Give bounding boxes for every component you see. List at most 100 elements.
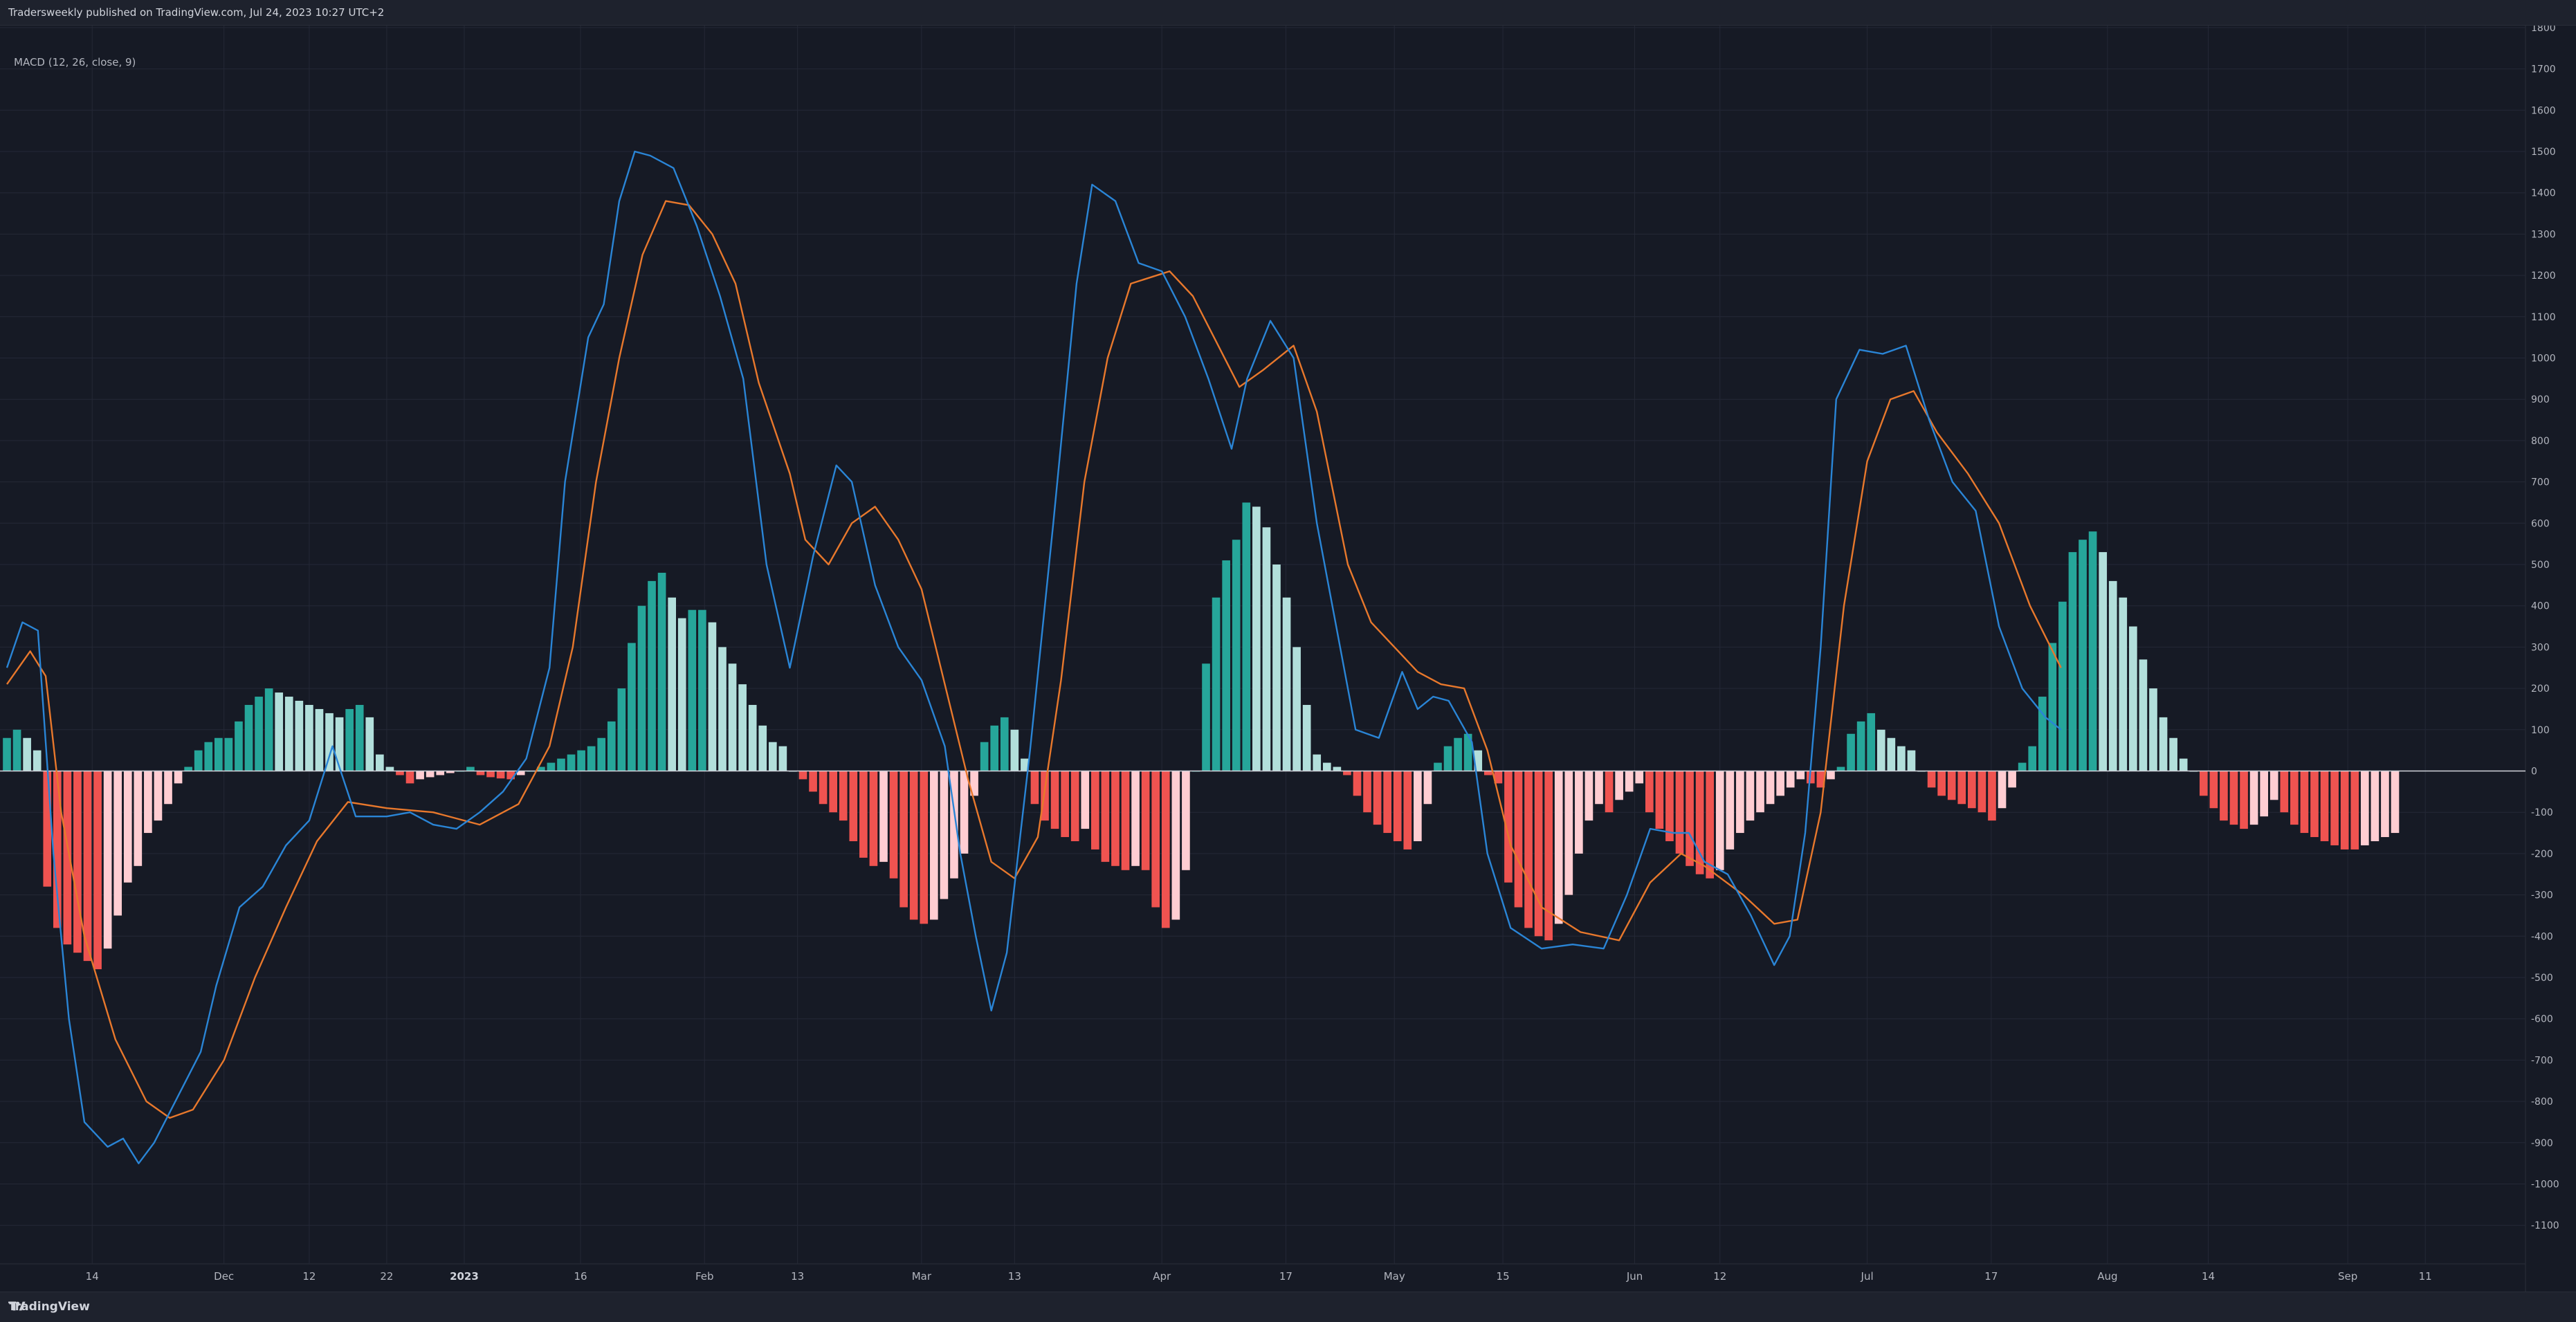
x-tick-label: Jul — [1861, 1270, 1874, 1283]
y-tick-label: -800 — [2531, 1096, 2553, 1108]
histogram-bar — [2088, 531, 2097, 771]
histogram-bar — [2058, 601, 2067, 771]
histogram-bar — [1282, 597, 1291, 771]
x-tick-label: Apr — [1153, 1270, 1171, 1283]
y-tick-label: 1400 — [2531, 188, 2556, 199]
chart-canvas[interactable]: 1800170016001500140013001200110010009008… — [0, 26, 2576, 1292]
histogram-bar — [1544, 771, 1553, 941]
histogram-bar — [597, 737, 606, 771]
histogram-bar — [174, 771, 183, 784]
histogram-bar — [617, 688, 626, 771]
histogram-bar — [990, 725, 999, 771]
histogram-bar — [1182, 771, 1190, 870]
histogram-bar — [1050, 771, 1059, 829]
tradingview-logo-icon — [9, 1301, 26, 1311]
histogram-bar — [224, 737, 233, 771]
histogram-bar — [1776, 771, 1784, 796]
histogram-bar — [1101, 771, 1110, 862]
histogram-bar — [1262, 527, 1271, 771]
histogram-bar — [466, 766, 475, 771]
histogram-bar — [355, 704, 364, 771]
histogram-bar — [1655, 771, 1664, 829]
histogram-bar — [577, 750, 585, 771]
histogram-bar — [1887, 737, 1896, 771]
signal-line — [6, 200, 2062, 1119]
histogram-bar — [365, 717, 374, 771]
histogram-bar — [305, 704, 313, 771]
histogram-bar — [164, 771, 172, 805]
histogram-bar — [184, 766, 192, 771]
histogram-bar — [587, 746, 596, 771]
histogram-bar — [436, 771, 445, 775]
histogram-bar — [154, 771, 163, 821]
histogram-bar — [869, 771, 878, 866]
y-tick-label: -1000 — [2531, 1179, 2559, 1191]
histogram-bar — [2350, 771, 2359, 850]
histogram-bar — [53, 771, 62, 928]
histogram-bar — [1977, 771, 1986, 813]
histogram-bar — [1786, 771, 1795, 788]
histogram-bar — [1373, 771, 1382, 825]
tradingview-brand: TradingView — [8, 1300, 90, 1314]
histogram-bar — [2391, 771, 2400, 834]
histogram-bar — [809, 771, 817, 792]
histogram-bar — [1454, 737, 1462, 771]
histogram-bar — [2119, 597, 2128, 771]
histogram-bar — [2179, 758, 2188, 771]
histogram-bar — [43, 771, 52, 887]
x-tick-label: 14 — [2202, 1270, 2215, 1283]
histogram-bar — [2310, 771, 2319, 838]
histogram-bar — [1161, 771, 1170, 928]
histogram-bar — [2290, 771, 2299, 825]
histogram-bar — [2340, 771, 2349, 850]
histogram-bar — [295, 701, 304, 771]
histogram-bar — [2038, 697, 2047, 771]
indicator-label[interactable]: MACD (12, 26, close, 9) — [14, 56, 136, 68]
tradingview-logo[interactable]: TradingView — [8, 1300, 90, 1314]
histogram-bar — [2269, 771, 2278, 800]
y-tick-label: 600 — [2531, 518, 2550, 529]
macd-chart[interactable]: 1800 1700 1600 1500 1400 1300 1200 1100 1000 900 8… — [0, 26, 2576, 1292]
histogram-bar — [1222, 560, 1230, 771]
histogram-bar — [1061, 771, 1069, 838]
histogram-bar — [496, 771, 505, 779]
histogram-bar — [1635, 771, 1644, 784]
histogram-bar — [123, 771, 132, 883]
histogram-bar — [315, 708, 324, 771]
histogram-bar — [1151, 771, 1160, 908]
y-tick-label: 1800 — [2531, 26, 2556, 34]
histogram-bar — [677, 618, 686, 771]
histogram-bar — [567, 754, 576, 771]
histogram-bar — [2199, 771, 2208, 796]
y-tick-label: 500 — [2531, 560, 2550, 571]
histogram-bar — [1474, 750, 1483, 771]
x-tick-label: 12 — [1713, 1270, 1726, 1283]
histogram-bar — [1081, 771, 1090, 829]
histogram-bar — [134, 771, 143, 866]
histogram-bar — [2229, 771, 2238, 825]
histogram-bar — [1695, 771, 1704, 874]
histogram-bar — [1202, 663, 1210, 771]
histogram-bar — [950, 771, 958, 879]
x-tick-label: 12 — [302, 1270, 316, 1283]
histogram-bar — [23, 737, 31, 771]
histogram-bar — [103, 771, 112, 949]
histogram-bar — [2169, 737, 2177, 771]
histogram-bar — [1947, 771, 1956, 800]
histogram-bar — [2371, 771, 2379, 841]
histogram-bar — [1403, 771, 1412, 850]
histogram-bar — [2129, 626, 2137, 771]
histogram-bar — [708, 622, 717, 771]
histogram-bar — [83, 771, 92, 962]
histogram-bar — [607, 721, 616, 771]
histogram-bar — [1927, 771, 1936, 788]
histogram-bar — [1615, 771, 1623, 800]
y-tick-label: 900 — [2531, 394, 2550, 405]
histogram-bar — [1836, 766, 1845, 771]
histogram-bar — [960, 771, 969, 854]
x-tick-label: Jun — [1626, 1270, 1643, 1283]
histogram-bar — [1665, 771, 1674, 841]
histogram-bar — [859, 771, 868, 858]
histogram-bar — [668, 597, 677, 771]
x-tick-label: 11 — [2419, 1270, 2432, 1283]
